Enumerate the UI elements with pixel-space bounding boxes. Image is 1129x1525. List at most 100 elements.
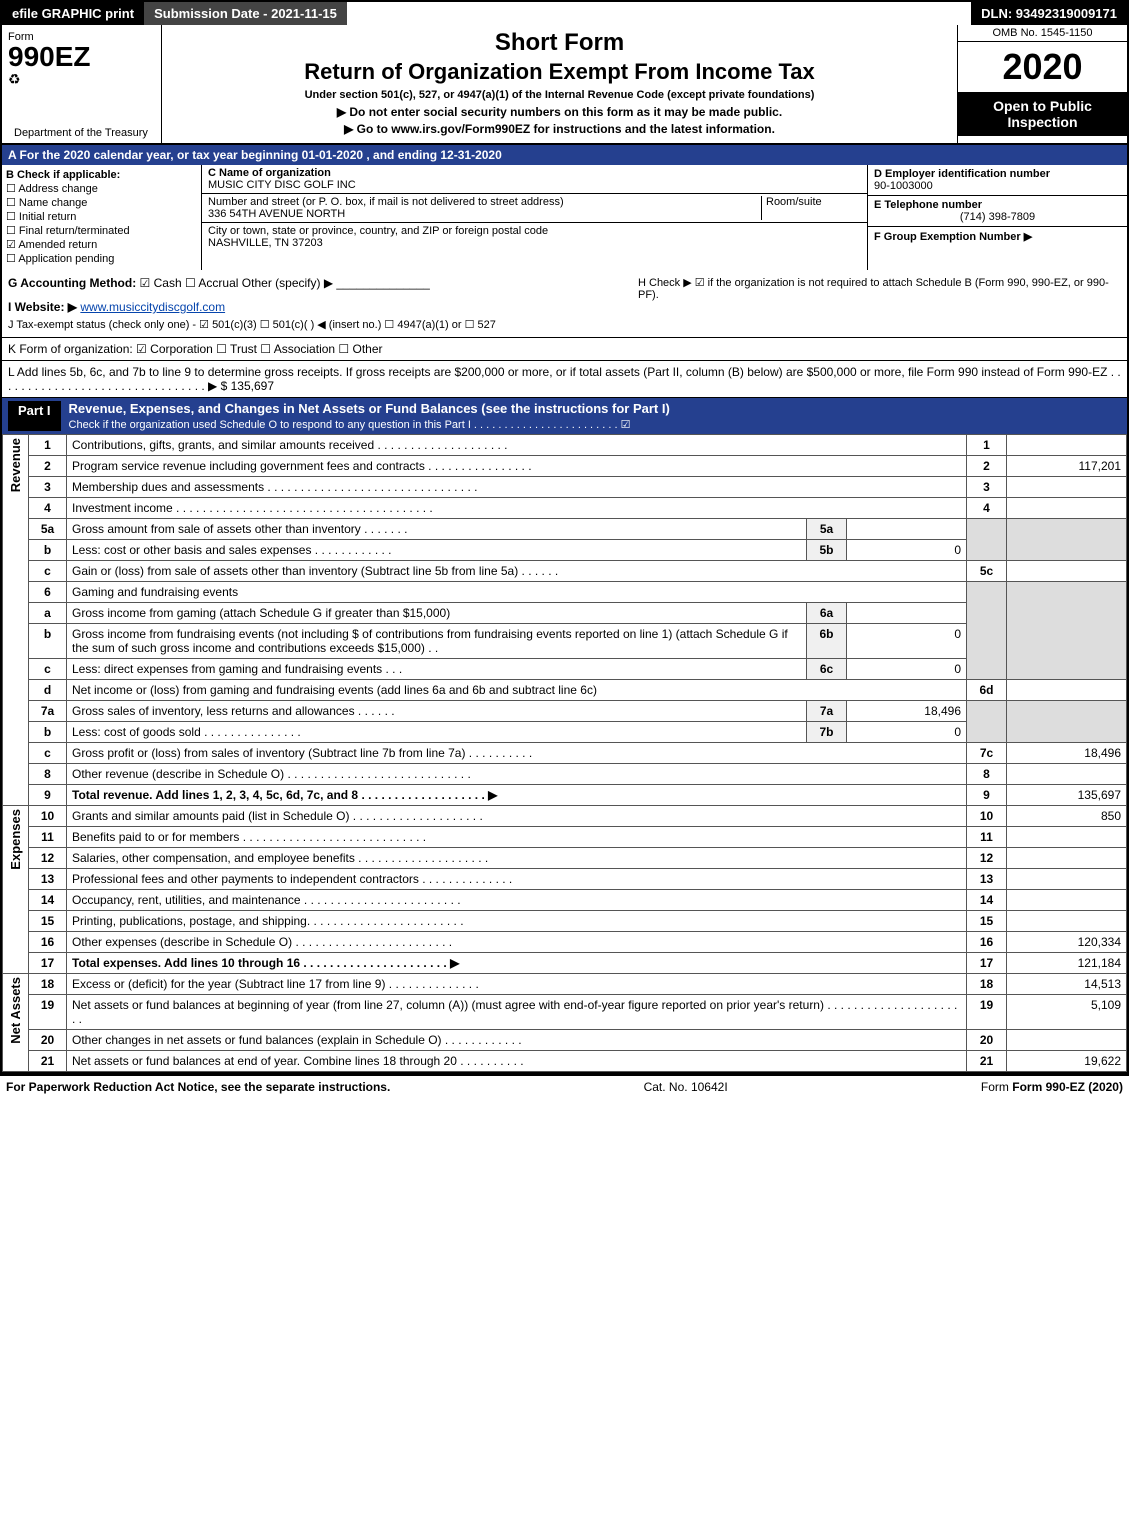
city-value: NASHVILLE, TN 37203 — [208, 237, 323, 249]
table-row: cGross profit or (loss) from sales of in… — [3, 743, 1127, 764]
part1-label: Part I — [8, 401, 61, 431]
c-label: C Name of organization — [208, 167, 331, 179]
street-label: Number and street (or P. O. box, if mail… — [208, 196, 564, 208]
l-gross-receipts: L Add lines 5b, 6c, and 7b to line 9 to … — [2, 361, 1127, 398]
table-row: 5aGross amount from sale of assets other… — [3, 519, 1127, 540]
table-row: bLess: cost of goods sold . . . . . . . … — [3, 722, 1127, 743]
part1-sub: Check if the organization used Schedule … — [69, 419, 631, 431]
g-cash[interactable]: ☑ Cash — [140, 276, 182, 290]
footer-center: Cat. No. 10642I — [644, 1080, 728, 1094]
chk-final-return[interactable]: ☐ Final return/terminated — [6, 224, 197, 237]
period-row: A For the 2020 calendar year, or tax yea… — [2, 145, 1127, 165]
table-row: 6Gaming and fundraising events — [3, 582, 1127, 603]
chk-initial-return[interactable]: ☐ Initial return — [6, 210, 197, 223]
dept-treasury: Department of the Treasury — [8, 125, 154, 141]
return-title: Return of Organization Exempt From Incom… — [166, 59, 953, 85]
no-ssn-line: ▶ Do not enter social security numbers o… — [166, 105, 953, 119]
table-row: Net Assets 18Excess or (deficit) for the… — [3, 974, 1127, 995]
table-row: 17Total expenses. Add lines 10 through 1… — [3, 953, 1127, 974]
j-tax-status: J Tax-exempt status (check only one) - ☑… — [8, 318, 628, 331]
b-label: B Check if applicable: — [6, 169, 120, 181]
city-label: City or town, state or province, country… — [208, 225, 548, 237]
table-row: 4Investment income . . . . . . . . . . .… — [3, 498, 1127, 519]
header-left: Form 990EZ ♻ Department of the Treasury — [2, 25, 162, 143]
goto-line: ▶ Go to www.irs.gov/Form990EZ for instru… — [166, 122, 953, 136]
table-row: 11Benefits paid to or for members . . . … — [3, 827, 1127, 848]
form-number: 990EZ — [8, 43, 155, 71]
org-name: MUSIC CITY DISC GOLF INC — [208, 179, 356, 191]
table-row: cLess: direct expenses from gaming and f… — [3, 659, 1127, 680]
form-header: Form 990EZ ♻ Department of the Treasury … — [2, 25, 1127, 145]
tax-year: 2020 — [958, 42, 1127, 92]
table-row: Revenue 1Contributions, gifts, grants, a… — [3, 435, 1127, 456]
f-label: F Group Exemption Number ▶ — [874, 231, 1032, 243]
revenue-section-label: Revenue — [3, 435, 29, 806]
table-row: Expenses 10Grants and similar amounts pa… — [3, 806, 1127, 827]
part1-table: Revenue 1Contributions, gifts, grants, a… — [2, 434, 1127, 1072]
table-row: 16Other expenses (describe in Schedule O… — [3, 932, 1127, 953]
street-value: 336 54TH AVENUE NORTH — [208, 208, 345, 220]
e-phone: E Telephone number (714) 398-7809 — [868, 196, 1127, 227]
c-street-row: Number and street (or P. O. box, if mail… — [202, 194, 867, 223]
f-group: F Group Exemption Number ▶ — [868, 227, 1127, 246]
table-row: 15Printing, publications, postage, and s… — [3, 911, 1127, 932]
part1-header: Part I Revenue, Expenses, and Changes in… — [2, 398, 1127, 434]
netassets-section-label: Net Assets — [3, 974, 29, 1072]
footer-right: Form Form 990-EZ (2020) — [981, 1080, 1123, 1094]
table-row: aGross income from gaming (attach Schedu… — [3, 603, 1127, 624]
b-checkboxes: B Check if applicable: ☐ Address change … — [2, 165, 202, 270]
omb-number: OMB No. 1545-1150 — [958, 25, 1127, 42]
part1-title: Revenue, Expenses, and Changes in Net As… — [69, 401, 670, 416]
table-row: 13Professional fees and other payments t… — [3, 869, 1127, 890]
g-other[interactable]: Other (specify) ▶ — [242, 276, 333, 290]
table-row: 9Total revenue. Add lines 1, 2, 3, 4, 5c… — [3, 785, 1127, 806]
efile-print-button[interactable]: efile GRAPHIC print — [2, 2, 144, 25]
table-row: 8Other revenue (describe in Schedule O) … — [3, 764, 1127, 785]
table-row: dNet income or (loss) from gaming and fu… — [3, 680, 1127, 701]
i-label: I Website: ▶ — [8, 300, 77, 314]
c-block: C Name of organization MUSIC CITY DISC G… — [202, 165, 867, 270]
chk-name-change[interactable]: ☐ Name change — [6, 196, 197, 209]
c-city-row: City or town, state or province, country… — [202, 223, 867, 251]
short-form-title: Short Form — [166, 29, 953, 57]
header-center: Short Form Return of Organization Exempt… — [162, 25, 957, 143]
table-row: bLess: cost or other basis and sales exp… — [3, 540, 1127, 561]
g-accounting: G Accounting Method: ☑ Cash ☐ Accrual Ot… — [8, 276, 628, 331]
table-row: 20Other changes in net assets or fund ba… — [3, 1030, 1127, 1051]
e-label: E Telephone number — [874, 199, 982, 211]
chk-application-pending[interactable]: ☐ Application pending — [6, 252, 197, 265]
k-form-org: K Form of organization: ☑ Corporation ☐ … — [2, 338, 1127, 361]
footer-left: For Paperwork Reduction Act Notice, see … — [6, 1080, 390, 1094]
expenses-section-label: Expenses — [3, 806, 29, 974]
footer: For Paperwork Reduction Act Notice, see … — [0, 1074, 1129, 1098]
chk-address-change[interactable]: ☐ Address change — [6, 182, 197, 195]
table-row: 12Salaries, other compensation, and empl… — [3, 848, 1127, 869]
table-row: 19Net assets or fund balances at beginni… — [3, 995, 1127, 1030]
g-accrual[interactable]: ☐ Accrual — [185, 276, 238, 290]
top-bar: efile GRAPHIC print Submission Date - 20… — [2, 2, 1127, 25]
chk-amended-return[interactable]: ☑ Amended return — [6, 238, 197, 251]
section-b-row: B Check if applicable: ☐ Address change … — [2, 165, 1127, 270]
d-label: D Employer identification number — [874, 168, 1050, 180]
table-row: 7aGross sales of inventory, less returns… — [3, 701, 1127, 722]
room-label: Room/suite — [766, 196, 822, 208]
form-container: efile GRAPHIC print Submission Date - 20… — [0, 0, 1129, 1074]
c-org-name-row: C Name of organization MUSIC CITY DISC G… — [202, 165, 867, 194]
g-h-row: G Accounting Method: ☑ Cash ☐ Accrual Ot… — [2, 270, 1127, 338]
h-check: H Check ▶ ☑ if the organization is not r… — [628, 276, 1121, 331]
table-row: 3Membership dues and assessments . . . .… — [3, 477, 1127, 498]
website-link[interactable]: www.musiccitydiscgolf.com — [80, 300, 225, 314]
dln-label: DLN: 93492319009171 — [971, 2, 1127, 25]
recycle-icon: ♻ — [8, 71, 155, 88]
d-ein: D Employer identification number 90-1003… — [868, 165, 1127, 196]
header-right: OMB No. 1545-1150 2020 Open to Public In… — [957, 25, 1127, 143]
table-row: 2Program service revenue including gover… — [3, 456, 1127, 477]
open-public: Open to Public Inspection — [958, 92, 1127, 136]
table-row: 14Occupancy, rent, utilities, and mainte… — [3, 890, 1127, 911]
submission-date-button[interactable]: Submission Date - 2021-11-15 — [144, 2, 347, 25]
g-label: G Accounting Method: — [8, 276, 136, 290]
table-row: bGross income from fundraising events (n… — [3, 624, 1127, 659]
phone-value: (714) 398-7809 — [874, 211, 1121, 223]
table-row: 21Net assets or fund balances at end of … — [3, 1051, 1127, 1072]
under-section: Under section 501(c), 527, or 4947(a)(1)… — [166, 89, 953, 101]
